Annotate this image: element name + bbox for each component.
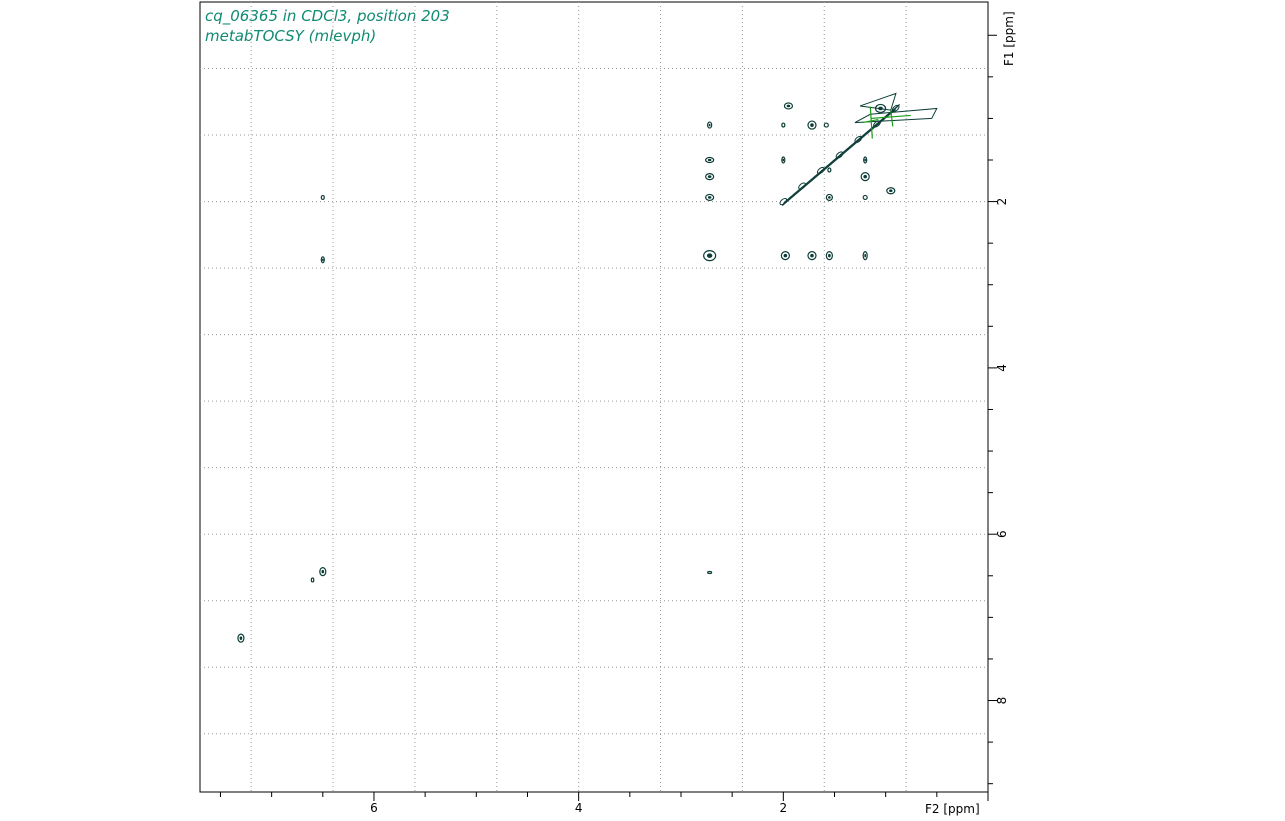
x-tick-label: 4: [575, 801, 583, 815]
cross-peak: [320, 256, 325, 264]
cross-peak: [705, 156, 715, 164]
diagonal-peak: [854, 135, 863, 144]
cross-peak: [862, 194, 868, 201]
cross-peak: [703, 250, 717, 262]
y-tick-label: 2: [995, 198, 1009, 206]
diagonal-flare: [854, 107, 938, 124]
cross-peak-core: [864, 253, 867, 258]
diagonal-peak: [891, 104, 900, 112]
cross-peak: [783, 102, 794, 110]
y-tick-label: 8: [995, 697, 1009, 705]
x-tick-label: 2: [780, 801, 788, 815]
cross-peak: [780, 251, 790, 261]
negative-contour: [870, 110, 911, 127]
cross-peak: [823, 122, 829, 128]
cross-peak: [707, 121, 713, 129]
cross-peak-core: [810, 253, 814, 258]
negative-contour: [862, 106, 879, 139]
cross-peak-core: [878, 106, 883, 111]
x-tick-label: 6: [370, 801, 378, 815]
cross-peak: [863, 156, 868, 164]
diagonal-peaks: [779, 92, 938, 206]
cross-peak: [237, 633, 245, 643]
cross-peak: [860, 172, 870, 182]
cross-peak-core: [864, 158, 866, 162]
cross-peak: [807, 120, 817, 130]
cross-peak: [862, 251, 868, 261]
cross-peak: [310, 577, 315, 583]
cross-peak-core: [888, 189, 893, 193]
cross-peak: [781, 156, 786, 164]
cross-peak: [807, 251, 817, 261]
cross-peak-core: [706, 253, 713, 258]
cross-peak: [827, 167, 832, 173]
cross-peak-core: [239, 636, 243, 640]
cross-peak-core: [707, 175, 712, 178]
diagonal-peak: [779, 198, 788, 206]
cross-peak: [825, 193, 833, 202]
cross-peak: [320, 194, 325, 201]
cross-peak: [781, 122, 786, 128]
chart-title-line-2: metabTOCSY (mlevph): [205, 27, 377, 45]
y-axis-ticks: 2 4 6 8: [988, 34, 1009, 785]
y-axis-label: F1 [ppm]: [1002, 11, 1016, 66]
cross-peak-core: [708, 123, 711, 127]
cross-peak: [319, 567, 327, 577]
plot-frame: [199, 1, 989, 793]
diagonal-peak: [835, 151, 844, 159]
cross-peak-core: [707, 196, 712, 199]
y-tick-label: 4: [995, 364, 1009, 372]
cross-peak: [886, 187, 896, 195]
diagonal-peak: [816, 166, 825, 175]
cross-peak-core: [810, 123, 814, 127]
diagonal-peak: [798, 182, 806, 190]
cross-peak: [825, 251, 833, 261]
cross-peak-core: [322, 258, 324, 262]
cross-peak: [705, 193, 715, 202]
y-tick-label: 6: [995, 530, 1009, 538]
grid-lines: [200, 2, 988, 792]
x-axis-ticks: 6 4 2: [219, 792, 989, 815]
chart-title-line-1: cq_06365 in CDCl3, position 203: [205, 7, 450, 25]
cross-peak-core: [321, 569, 325, 574]
diagonal-flare: [859, 92, 897, 111]
x-axis-label: F2 [ppm]: [925, 802, 980, 816]
cross-peak-core: [828, 253, 831, 258]
cross-peak-core: [863, 174, 867, 179]
cross-peak-core: [782, 158, 785, 162]
cross-peak-core: [707, 158, 712, 162]
cross-peak: [707, 570, 713, 575]
cross-peak-core: [783, 253, 788, 258]
cross-peak-core: [786, 104, 791, 108]
cross-peak-core: [828, 196, 831, 199]
cross-peak: [705, 173, 715, 181]
cross-peaks: [237, 102, 911, 643]
cross-peak: [874, 103, 887, 114]
